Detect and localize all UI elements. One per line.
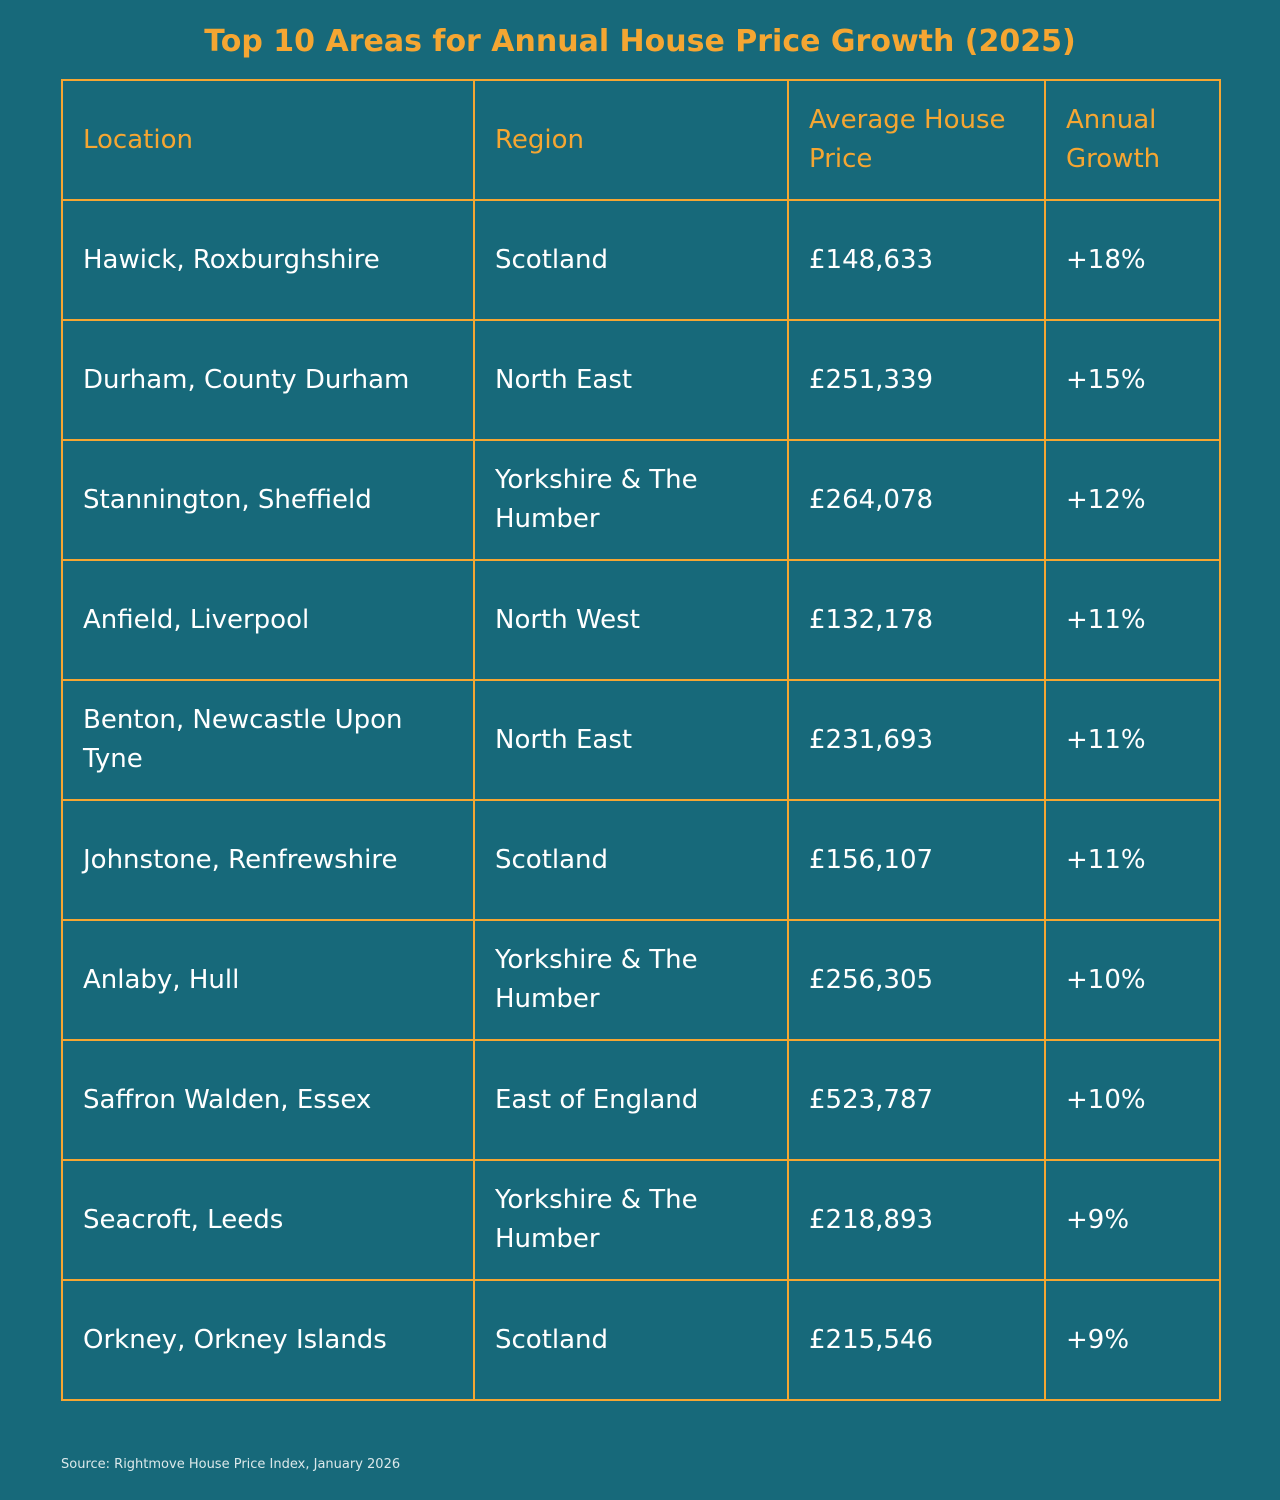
price-cell: £251,339 <box>787 319 1046 441</box>
region-cell: Scotland <box>473 1279 789 1401</box>
region-cell: Scotland <box>473 199 789 321</box>
header-row: Location Region Average House Price Annu… <box>61 79 1221 201</box>
region-cell: North West <box>473 559 789 681</box>
region-cell: Yorkshire & The Humber <box>473 439 789 561</box>
price-cell: £264,078 <box>787 439 1046 561</box>
region-cell: Yorkshire & The Humber <box>473 1159 789 1281</box>
table-row: Benton, Newcastle Upon Tyne North East £23… <box>61 679 1221 801</box>
price-cell: £132,178 <box>787 559 1046 681</box>
house-price-table: Location Region Average House Price Annu… <box>61 79 1221 1401</box>
growth-cell: +11% <box>1044 679 1221 801</box>
price-cell: £148,633 <box>787 199 1046 321</box>
location-cell: Durham, County Durham <box>61 319 475 441</box>
price-cell: £256,305 <box>787 919 1046 1041</box>
table-row: Anlaby, Hull Yorkshire & The Humber £256,3… <box>61 919 1221 1041</box>
growth-cell: +18% <box>1044 199 1221 321</box>
price-cell: £231,693 <box>787 679 1046 801</box>
location-cell: Seacroft, Leeds <box>61 1159 475 1281</box>
chart-title: Top 10 Areas for Annual House Price Grow… <box>204 24 1076 59</box>
table-row: Orkney, Orkney Islands Scotland £215,546 +9… <box>61 1279 1221 1401</box>
growth-cell: +10% <box>1044 919 1221 1041</box>
table-row: Anfield, Liverpool North West £132,178 +11% <box>61 559 1221 681</box>
growth-cell: +15% <box>1044 319 1221 441</box>
region-cell: East of England <box>473 1039 789 1161</box>
column-header-annual-growth: Annual Growth <box>1044 79 1221 201</box>
column-header-average-price: Average House Price <box>787 79 1046 201</box>
region-cell: North East <box>473 679 789 801</box>
location-cell: Anlaby, Hull <box>61 919 475 1041</box>
table-row: Stannington, Sheffield Yorkshire & The Hu… <box>61 439 1221 561</box>
table-row: Durham, County Durham North East £251,339 +… <box>61 319 1221 441</box>
location-cell: Johnstone, Renfrewshire <box>61 799 475 921</box>
source-note: Source: Rightmove House Price Index, Jan… <box>61 1457 401 1472</box>
location-cell: Orkney, Orkney Islands <box>61 1279 475 1401</box>
column-header-location: Location <box>61 79 475 201</box>
price-cell: £156,107 <box>787 799 1046 921</box>
table-body: Hawick, Roxburghshire Scotland £148,633 +18… <box>61 199 1221 1401</box>
location-cell: Saffron Walden, Essex <box>61 1039 475 1161</box>
column-header-region: Region <box>473 79 789 201</box>
growth-cell: +10% <box>1044 1039 1221 1161</box>
region-cell: Yorkshire & The Humber <box>473 919 789 1041</box>
location-cell: Hawick, Roxburghshire <box>61 199 475 321</box>
region-cell: North East <box>473 319 789 441</box>
growth-cell: +11% <box>1044 559 1221 681</box>
growth-cell: +9% <box>1044 1279 1221 1401</box>
growth-cell: +11% <box>1044 799 1221 921</box>
table-row: Seacroft, Leeds Yorkshire & The Humber £21… <box>61 1159 1221 1281</box>
location-cell: Stannington, Sheffield <box>61 439 475 561</box>
table-row: Saffron Walden, Essex East of England £523… <box>61 1039 1221 1161</box>
table-row: Johnstone, Renfrewshire Scotland £156,107 +… <box>61 799 1221 921</box>
growth-cell: +12% <box>1044 439 1221 561</box>
price-cell: £218,893 <box>787 1159 1046 1281</box>
growth-cell: +9% <box>1044 1159 1221 1281</box>
region-cell: Scotland <box>473 799 789 921</box>
price-cell: £523,787 <box>787 1039 1046 1161</box>
price-cell: £215,546 <box>787 1279 1046 1401</box>
table-row: Hawick, Roxburghshire Scotland £148,633 +18… <box>61 199 1221 321</box>
location-cell: Benton, Newcastle Upon Tyne <box>61 679 475 801</box>
location-cell: Anfield, Liverpool <box>61 559 475 681</box>
